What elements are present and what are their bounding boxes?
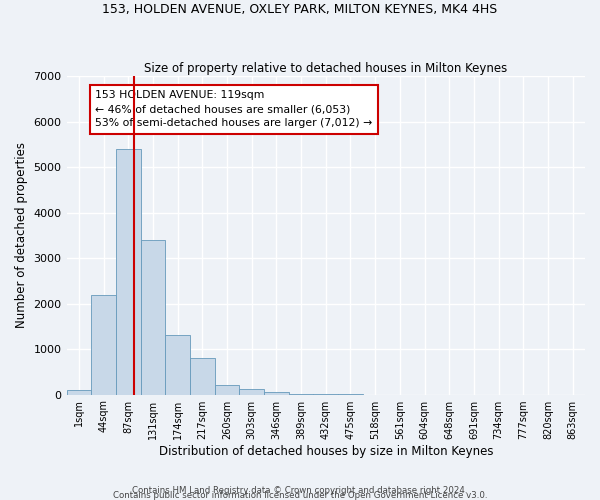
Bar bbox=[239, 388, 264, 394]
Bar bbox=[264, 392, 289, 394]
X-axis label: Distribution of detached houses by size in Milton Keynes: Distribution of detached houses by size … bbox=[158, 444, 493, 458]
Bar bbox=[215, 386, 239, 394]
Text: Contains HM Land Registry data © Crown copyright and database right 2024.: Contains HM Land Registry data © Crown c… bbox=[132, 486, 468, 495]
Bar bbox=[165, 336, 190, 394]
Text: 153, HOLDEN AVENUE, OXLEY PARK, MILTON KEYNES, MK4 4HS: 153, HOLDEN AVENUE, OXLEY PARK, MILTON K… bbox=[103, 2, 497, 16]
Bar bbox=[116, 149, 140, 394]
Bar bbox=[91, 294, 116, 394]
Bar bbox=[190, 358, 215, 395]
Bar bbox=[67, 390, 91, 394]
Text: 153 HOLDEN AVENUE: 119sqm
← 46% of detached houses are smaller (6,053)
53% of se: 153 HOLDEN AVENUE: 119sqm ← 46% of detac… bbox=[95, 90, 373, 128]
Y-axis label: Number of detached properties: Number of detached properties bbox=[15, 142, 28, 328]
Bar bbox=[140, 240, 165, 394]
Title: Size of property relative to detached houses in Milton Keynes: Size of property relative to detached ho… bbox=[144, 62, 508, 75]
Text: Contains public sector information licensed under the Open Government Licence v3: Contains public sector information licen… bbox=[113, 490, 487, 500]
